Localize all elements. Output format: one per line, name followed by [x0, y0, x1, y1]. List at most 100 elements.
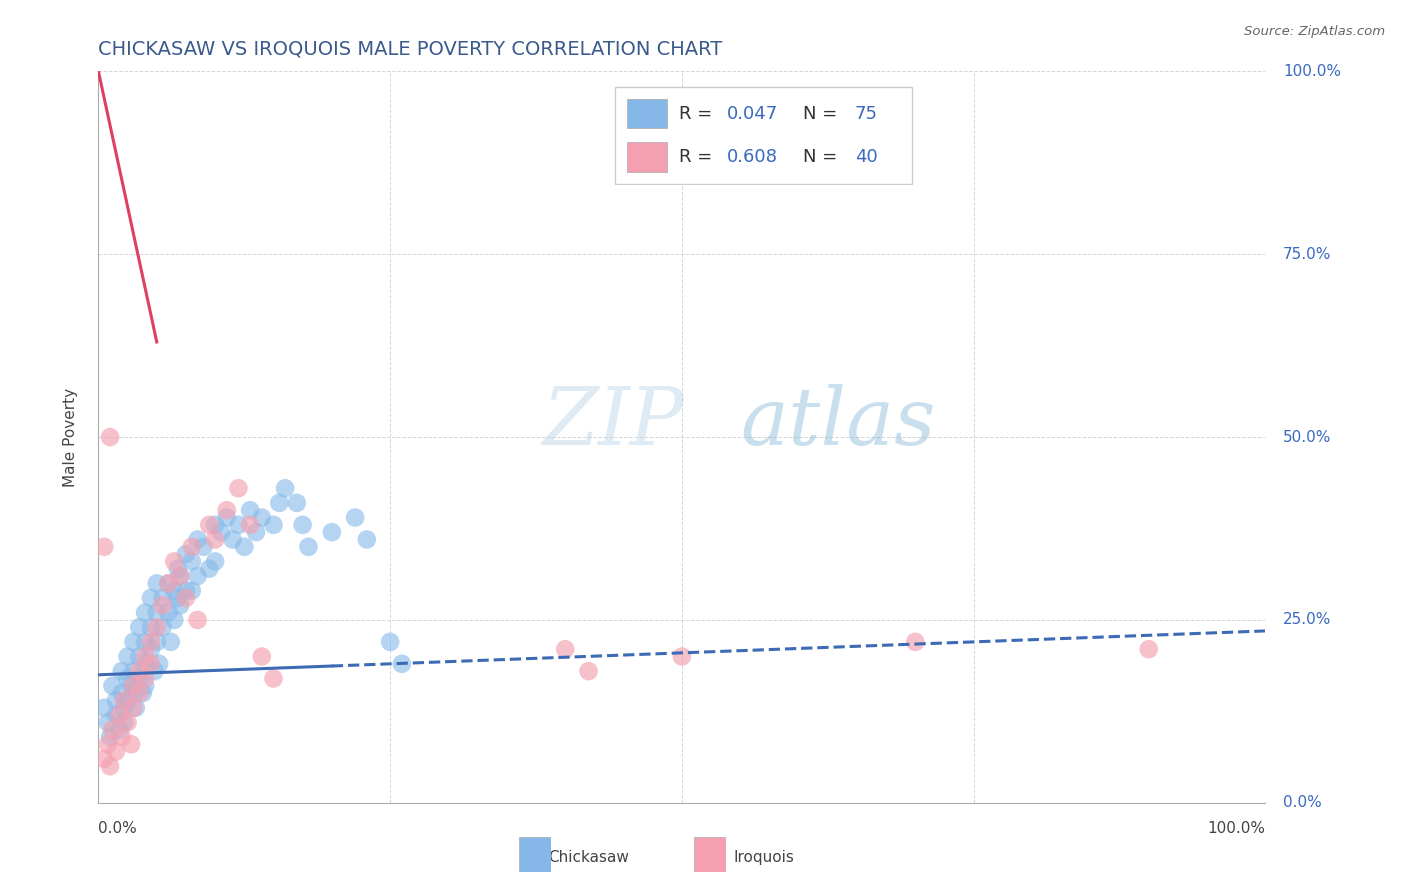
Point	[128, 686, 150, 700]
Point	[169, 569, 191, 583]
Point	[578, 664, 600, 678]
Text: Source: ZipAtlas.com: Source: ZipAtlas.com	[1244, 25, 1385, 38]
Point	[204, 517, 226, 532]
Text: Chickasaw: Chickasaw	[548, 850, 628, 865]
Point	[228, 481, 250, 495]
Point	[120, 679, 142, 693]
Point	[122, 664, 145, 678]
Point	[128, 664, 150, 678]
Point	[134, 672, 156, 686]
Point	[163, 613, 186, 627]
Point	[108, 723, 131, 737]
Point	[159, 635, 181, 649]
Point	[554, 642, 576, 657]
Point	[180, 540, 202, 554]
Point	[239, 517, 262, 532]
Point	[215, 510, 238, 524]
Point	[98, 759, 121, 773]
Point	[134, 657, 156, 671]
Point	[169, 599, 191, 613]
Point	[187, 613, 209, 627]
Point	[111, 664, 134, 678]
Point	[93, 700, 115, 714]
Point	[274, 481, 297, 495]
Point	[117, 693, 139, 707]
Point	[157, 576, 180, 591]
Point	[146, 635, 169, 649]
Point	[163, 583, 186, 598]
Point	[148, 657, 170, 671]
Point	[221, 533, 243, 547]
Point	[101, 679, 124, 693]
Y-axis label: Male Poverty: Male Poverty	[63, 387, 77, 487]
Point	[291, 517, 314, 532]
Point	[180, 554, 202, 568]
Text: 25.0%: 25.0%	[1282, 613, 1331, 627]
Text: 0.0%: 0.0%	[1282, 796, 1322, 810]
Point	[134, 635, 156, 649]
Point	[239, 503, 262, 517]
Point	[152, 599, 174, 613]
Point	[356, 533, 378, 547]
Point	[139, 642, 162, 657]
Point	[112, 700, 135, 714]
Point	[228, 517, 250, 532]
Point	[108, 708, 131, 723]
Point	[122, 679, 145, 693]
Point	[132, 686, 155, 700]
Point	[166, 562, 188, 576]
Point	[233, 540, 256, 554]
Text: CHICKASAW VS IROQUOIS MALE POVERTY CORRELATION CHART: CHICKASAW VS IROQUOIS MALE POVERTY CORRE…	[98, 39, 723, 59]
Point	[122, 686, 145, 700]
Point	[111, 686, 134, 700]
Point	[174, 583, 197, 598]
Point	[139, 591, 162, 605]
Point	[344, 510, 367, 524]
Point	[104, 708, 127, 723]
Point	[285, 496, 308, 510]
Point	[250, 510, 273, 524]
Point	[93, 540, 115, 554]
Point	[134, 679, 156, 693]
Point	[128, 672, 150, 686]
Point	[157, 576, 180, 591]
Point	[262, 672, 284, 686]
Point	[166, 591, 188, 605]
Point	[139, 620, 162, 634]
Point	[380, 635, 402, 649]
Point	[128, 620, 150, 634]
Text: 100.0%: 100.0%	[1282, 64, 1341, 78]
Point	[117, 672, 139, 686]
Point	[671, 649, 693, 664]
Text: 100.0%: 100.0%	[1208, 821, 1265, 836]
Point	[117, 715, 139, 730]
Point	[204, 554, 226, 568]
Point	[245, 525, 267, 540]
Point	[146, 576, 169, 591]
Point	[174, 591, 197, 605]
Text: 75.0%: 75.0%	[1282, 247, 1331, 261]
Text: atlas: atlas	[741, 384, 935, 461]
Point	[112, 715, 135, 730]
Point	[269, 496, 291, 510]
Text: 0.0%: 0.0%	[98, 821, 138, 836]
Text: ZIP: ZIP	[541, 384, 683, 461]
Point	[169, 569, 191, 583]
Point	[122, 700, 145, 714]
Point	[297, 540, 319, 554]
Point	[146, 620, 169, 634]
Point	[193, 540, 215, 554]
Point	[112, 693, 135, 707]
Point	[143, 664, 166, 678]
Point	[250, 649, 273, 664]
Point	[187, 533, 209, 547]
Point	[98, 430, 121, 444]
Text: Iroquois: Iroquois	[733, 850, 794, 865]
Point	[152, 620, 174, 634]
Point	[163, 554, 186, 568]
Point	[98, 730, 121, 744]
Point	[134, 606, 156, 620]
Point	[117, 649, 139, 664]
Point	[111, 730, 134, 744]
Point	[1137, 642, 1160, 657]
